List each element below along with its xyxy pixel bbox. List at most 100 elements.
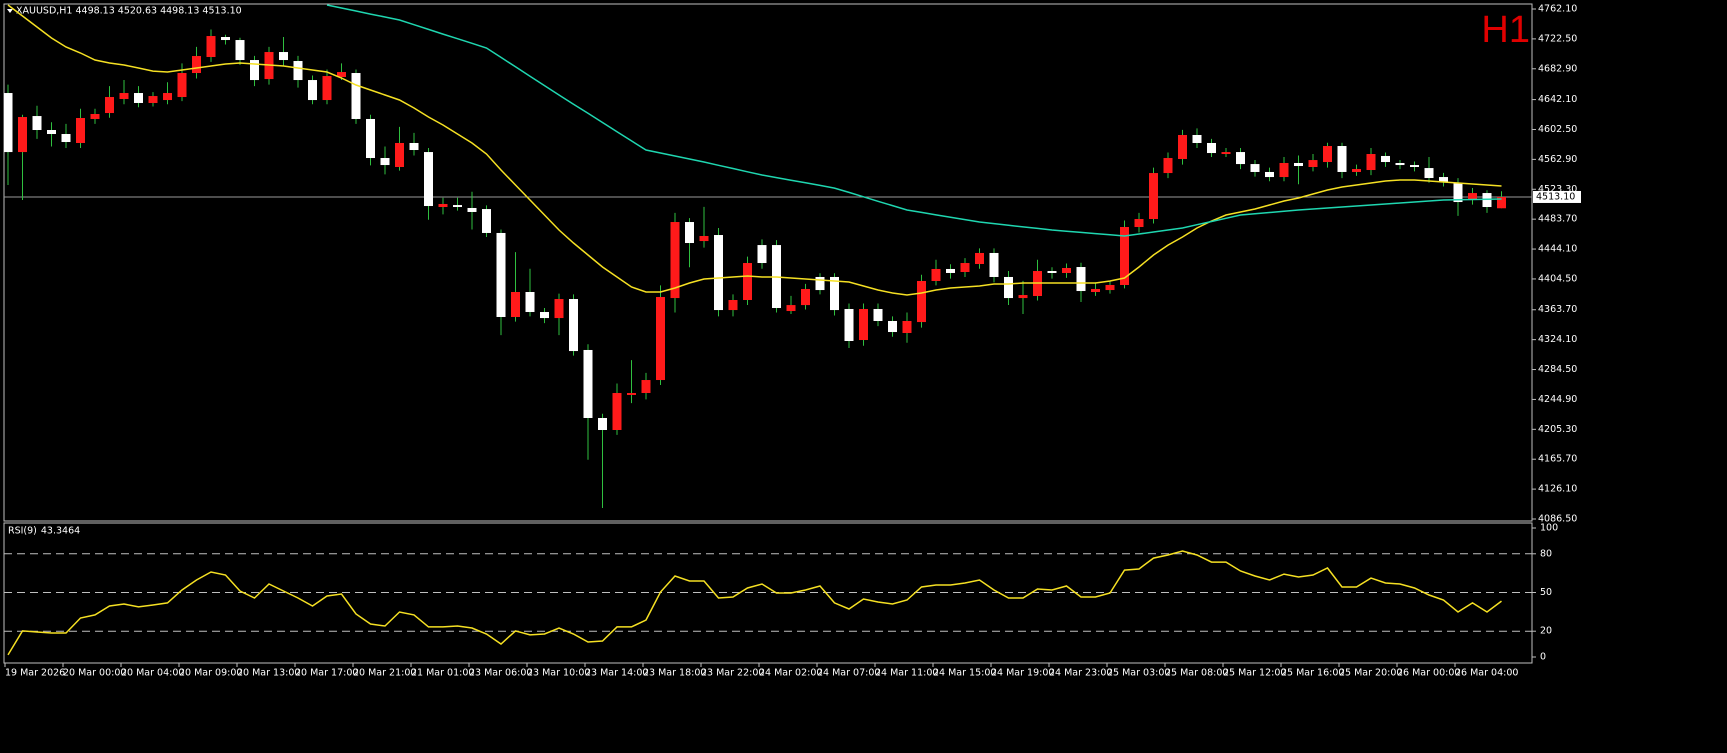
moving-average (7, 4, 1502, 296)
candle-body (76, 118, 85, 143)
candle-body (409, 142, 419, 151)
candle-body (1424, 168, 1434, 179)
price-panel (3, 3, 1533, 522)
y-tick-label: 4642.10 (1538, 94, 1577, 105)
candle-body (119, 93, 129, 99)
candle-body (32, 116, 42, 131)
candle-body (366, 118, 375, 159)
candle-body (438, 203, 448, 208)
candle-body (1294, 162, 1303, 167)
candle-body (395, 142, 404, 167)
candle-body (1047, 271, 1057, 273)
candle-body (496, 232, 506, 317)
candle-body (525, 292, 535, 313)
x-tick-label: 25 Mar 12:00 (1223, 668, 1286, 679)
x-tick-label: 25 Mar 08:00 (1165, 668, 1228, 679)
candle-body (337, 72, 346, 78)
candle-body (1250, 164, 1260, 172)
candle-body (1018, 295, 1028, 299)
candle-body (453, 205, 462, 208)
x-tick-label: 20 Mar 21:00 (353, 668, 416, 679)
candle-body (1236, 152, 1245, 165)
candle-body (670, 222, 680, 299)
y-tick-label: 4404.50 (1538, 273, 1577, 284)
candle-body (221, 37, 230, 41)
candle-body (148, 96, 158, 103)
candle-body (61, 134, 71, 143)
candle-body (177, 73, 187, 98)
x-tick-label: 26 Mar 00:00 (1397, 668, 1460, 679)
candle-body (511, 292, 520, 317)
candle-body (1279, 162, 1289, 178)
candle-body (598, 417, 607, 430)
candle-body (1497, 196, 1506, 209)
candle-body (1120, 227, 1129, 285)
candle-body (583, 349, 593, 418)
candle-body (1149, 173, 1158, 220)
x-tick-label: 24 Mar 02:00 (759, 668, 822, 679)
candle-body (888, 320, 897, 333)
y-tick-label: 50 (1540, 587, 1552, 598)
candle-body (975, 252, 984, 264)
y-tick-label: 4682.90 (1538, 63, 1577, 74)
candle-body (1004, 276, 1013, 299)
candle-body (902, 320, 912, 333)
candle-body (786, 305, 796, 312)
x-tick-label: 24 Mar 07:00 (817, 668, 880, 679)
x-tick-label: 25 Mar 16:00 (1281, 668, 1344, 679)
candle-body (250, 60, 259, 81)
candle-body (1062, 268, 1071, 273)
candle-body (946, 268, 955, 273)
x-tick-label: 23 Mar 10:00 (527, 668, 590, 679)
candle-body (757, 245, 767, 264)
x-tick-label: 24 Mar 11:00 (875, 668, 938, 679)
candle-body (815, 276, 825, 291)
candle-body (540, 312, 549, 319)
x-tick-label: 24 Mar 15:00 (933, 668, 996, 679)
y-tick-label: 4086.50 (1538, 514, 1577, 525)
current-price-box (1533, 190, 1581, 203)
candle-body (380, 158, 390, 166)
y-tick-label: 4722.50 (1538, 33, 1577, 44)
candle-body (554, 299, 564, 319)
candle-body (1178, 134, 1187, 159)
x-tick-label: 26 Mar 04:00 (1455, 668, 1518, 679)
x-tick-label: 20 Mar 00:00 (63, 668, 126, 679)
x-tick-label: 23 Mar 22:00 (701, 668, 764, 679)
y-tick-label: 100 (1540, 523, 1558, 534)
x-tick-label: 24 Mar 19:00 (991, 668, 1054, 679)
y-tick-label: 20 (1540, 626, 1552, 637)
chart-header: XAUUSD,H1 4498.13 4520.63 4498.13 4513.1… (16, 6, 242, 17)
candle-body (1076, 267, 1086, 292)
candle-body (1221, 152, 1231, 155)
x-tick-label: 20 Mar 04:00 (121, 668, 184, 679)
y-tick-label: 4363.70 (1538, 304, 1577, 315)
candle-body (656, 296, 665, 381)
candle-body (105, 97, 114, 114)
y-tick-label: 4126.10 (1538, 484, 1577, 495)
y-tick-label: 4523.30 (1538, 184, 1577, 195)
timeframe-label: H1 (1481, 9, 1530, 51)
candle-body (1395, 162, 1405, 166)
candle-body (206, 36, 216, 58)
y-tick-label: 4165.70 (1538, 454, 1577, 465)
y-tick-label: 4324.10 (1538, 334, 1577, 345)
candle-body (1468, 193, 1477, 200)
candle-body (351, 73, 361, 119)
x-tick-label: 25 Mar 03:00 (1107, 668, 1170, 679)
y-tick-label: 4562.90 (1538, 154, 1577, 165)
candle-body (47, 130, 56, 135)
candle-body (728, 300, 738, 311)
candle-body (569, 299, 578, 352)
candle-body (134, 93, 143, 103)
rsi-title: RSI(9) (8, 526, 37, 537)
candle-body (801, 288, 810, 306)
candle-body (1453, 183, 1463, 203)
candle-body (743, 263, 752, 301)
moving-average (326, 4, 1502, 237)
candle-body (1439, 177, 1448, 183)
candle-body (1337, 146, 1347, 172)
candle-body (1308, 160, 1318, 167)
